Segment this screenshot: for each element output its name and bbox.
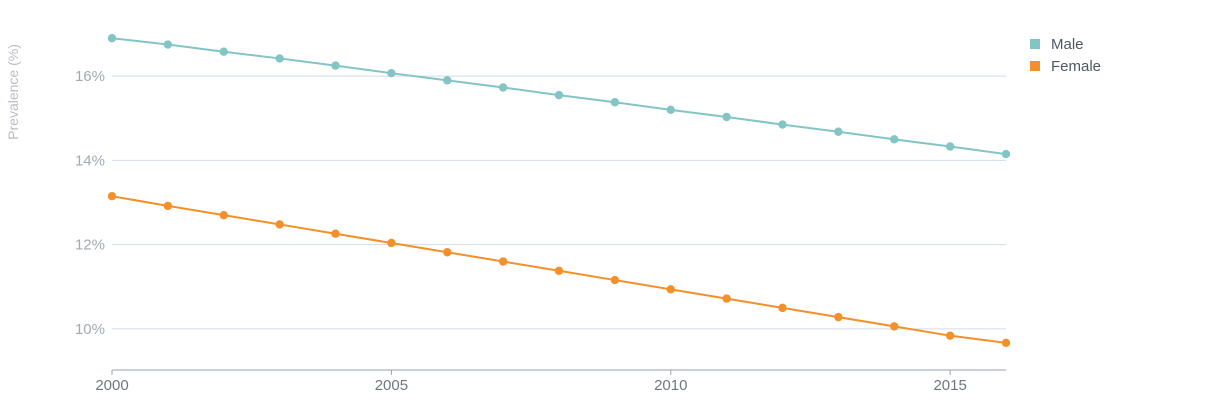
- data-point-female: [834, 312, 843, 322]
- data-point-female: [666, 285, 675, 294]
- x-axis-ticks: 2000 2005 2010 2015: [95, 370, 967, 394]
- y-tick-label: 14%: [75, 152, 105, 169]
- data-point-male: [107, 34, 117, 43]
- data-point-male: [722, 112, 731, 122]
- data-point-female: [107, 192, 117, 201]
- data-point-male: [610, 98, 620, 107]
- data-point-female: [1001, 338, 1011, 348]
- data-point-male: [387, 68, 396, 78]
- data-point-male: [443, 76, 452, 85]
- legend-label-male: Male: [1051, 36, 1084, 53]
- y-tick-label: 10%: [75, 321, 105, 338]
- gridlines: [112, 75, 1006, 330]
- series-layer: [107, 34, 1011, 348]
- data-point-male: [331, 61, 340, 70]
- y-axis-ticks: 10% 12% 14% 16%: [75, 68, 105, 338]
- y-tick-label: 16%: [75, 68, 105, 85]
- data-point-female: [163, 201, 173, 211]
- data-point-male: [554, 90, 564, 100]
- data-point-female: [331, 229, 340, 238]
- data-point-male: [1001, 149, 1011, 159]
- series-female: [107, 192, 1011, 348]
- legend-swatch-male: [1030, 39, 1040, 49]
- data-point-female: [722, 294, 731, 303]
- data-point-male: [498, 83, 508, 92]
- legend-swatch-female: [1030, 61, 1040, 71]
- data-point-male: [163, 40, 173, 49]
- legend-item-female: Female: [1030, 58, 1101, 75]
- x-tick-label: 2000: [95, 377, 128, 394]
- data-point-female: [443, 248, 452, 257]
- y-tick-label: 12%: [75, 237, 105, 254]
- legend-item-male: Male: [1030, 36, 1084, 53]
- data-point-female: [778, 303, 787, 313]
- data-point-female: [275, 220, 284, 229]
- series-male: [107, 34, 1011, 159]
- data-point-male: [834, 127, 843, 136]
- data-point-female: [890, 322, 899, 331]
- data-point-male: [778, 120, 787, 129]
- data-point-male: [219, 47, 228, 56]
- data-point-female: [387, 238, 396, 248]
- x-tick-label: 2005: [375, 377, 408, 394]
- y-axis-title: Prevalence (%): [5, 44, 21, 140]
- data-point-female: [945, 331, 955, 340]
- legend: Male Female: [1030, 36, 1101, 75]
- data-point-female: [498, 257, 508, 266]
- data-point-male: [275, 54, 284, 63]
- x-tick-label: 2015: [933, 377, 966, 394]
- legend-label-female: Female: [1051, 58, 1101, 75]
- data-point-female: [219, 210, 228, 220]
- data-point-female: [554, 266, 564, 275]
- data-point-female: [610, 275, 620, 285]
- x-tick-label: 2010: [654, 377, 687, 394]
- data-point-male: [666, 105, 675, 115]
- data-point-male: [890, 135, 899, 144]
- data-point-male: [945, 142, 955, 151]
